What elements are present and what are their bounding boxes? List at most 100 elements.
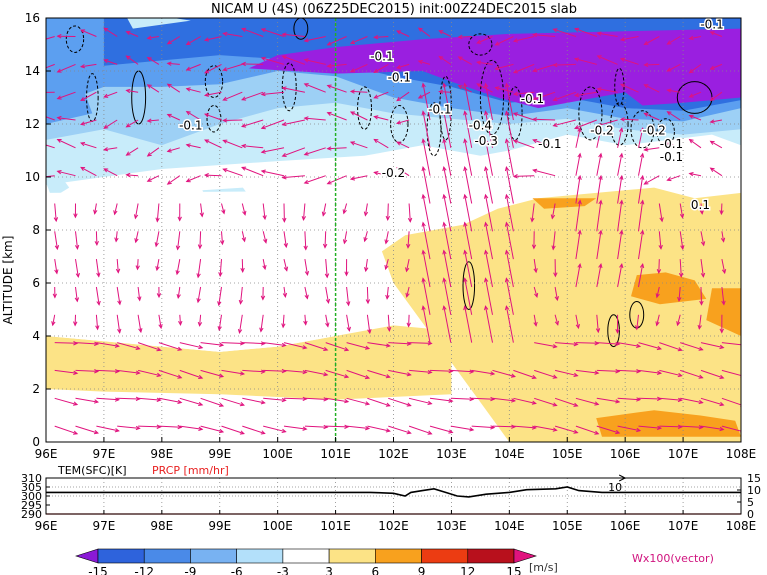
wind-vector-99: [167, 175, 181, 185]
wind-vector-108: [200, 342, 224, 346]
wind-vector-head-171: [283, 266, 289, 272]
wind-vector-282: [418, 91, 431, 99]
wind-vector-59: [103, 27, 118, 37]
wind-vector-265: [396, 141, 410, 149]
wind-vector-head-128: [221, 209, 226, 215]
wind-vector-head-268: [396, 64, 402, 70]
wind-vector-355: [513, 140, 535, 149]
wind-vector-0: [54, 425, 78, 435]
wind-vector-51: [116, 259, 119, 273]
wind-vector-488: [720, 203, 723, 215]
wind-vector-head-471: [700, 272, 706, 278]
colorbar-box-1: [143, 548, 191, 564]
wind-vector-116: [186, 111, 201, 121]
wind-vector-286: [450, 397, 474, 400]
wind-vector-28: [57, 63, 76, 73]
wind-vector-head-264: [396, 167, 402, 172]
reference-vector: 10: [335, 474, 627, 494]
wind-vector-head-75: [177, 424, 183, 430]
wind-vector-58: [104, 59, 118, 65]
wind-vector-383: [575, 175, 581, 204]
wind-vector-head-68: [133, 214, 139, 220]
wind-vector-head-120: [239, 430, 245, 435]
wind-vector-head-305: [463, 249, 468, 255]
wind-vector-head-40: [80, 142, 86, 147]
wind-vector-270: [429, 425, 453, 433]
wind-vector-303: [464, 306, 473, 343]
colorbar-tick-1: -12: [134, 565, 154, 575]
wind-vector-310: [464, 111, 473, 148]
wind-vector-head-271: [448, 398, 454, 403]
wind-vector-head-93: [198, 344, 204, 350]
wind-vector-head-299: [438, 30, 444, 35]
wind-vector-head-478: [688, 68, 694, 74]
contour-17: [614, 67, 625, 106]
wind-vector-201: [325, 259, 328, 278]
wind-vector-head-444: [643, 180, 649, 185]
wind-vector-375: [575, 425, 599, 435]
wind-vector-head-207: [303, 83, 309, 88]
wind-vector-436: [659, 397, 682, 401]
wind-vector-head-411: [619, 229, 624, 235]
wind-vector-228: [367, 342, 390, 347]
wind-vector-head-272: [448, 368, 454, 374]
contour-21: [607, 314, 620, 348]
wind-vector-head-290: [442, 249, 447, 255]
wind-vector-head-286: [469, 396, 475, 402]
main-panel: -0.1-0.1-0.2-0.1-0.1-0.1-0.4-0.3 -0.1-0.2…: [1, 11, 756, 461]
wind-vector-head-362: [573, 372, 579, 377]
wind-vector-head-318: [484, 305, 489, 311]
wind-vector-head-94: [178, 320, 183, 326]
y-tick-label-6: 12: [25, 117, 40, 131]
wind-vector-263: [408, 203, 411, 222]
wind-vector-144: [223, 168, 243, 177]
wind-vector-head-164: [241, 27, 247, 32]
wind-vector-head-416: [596, 122, 602, 127]
wind-vector-486: [721, 259, 726, 274]
wind-vector-head-118: [185, 66, 191, 71]
wind-vector-83: [156, 203, 160, 222]
wind-vector-87: [147, 84, 160, 93]
wind-vector-198: [325, 342, 349, 351]
wind-vector-194: [282, 33, 305, 37]
wind-vector-118: [186, 63, 201, 71]
wind-vector-head-109: [197, 321, 203, 327]
wind-vector-head-297: [438, 89, 444, 94]
wind-vector-head-470: [699, 300, 704, 306]
surface-x-tick-label-3: 99E: [208, 519, 231, 533]
wind-vector-head-19: [73, 321, 78, 327]
wind-vector-head-464: [666, 40, 672, 45]
wind-vector-head-441: [656, 269, 662, 275]
wind-vector-473: [700, 203, 703, 214]
wind-vector-head-323: [484, 165, 489, 172]
wind-vector-head-395: [598, 262, 603, 269]
wind-vector-56: [103, 119, 118, 129]
wind-vector-341: [505, 83, 514, 121]
wind-vector-head-97: [175, 245, 181, 251]
wind-vector-406: [617, 397, 641, 401]
wind-vector-455: [678, 286, 681, 301]
wind-vector-285: [450, 425, 474, 431]
wind-vector-172: [283, 231, 287, 248]
wind-vector-17: [75, 369, 98, 372]
surface-right-tick-label-0: 15: [747, 472, 761, 485]
wind-vector-260: [406, 286, 410, 297]
wind-vector-head-195: [344, 424, 350, 429]
wind-vector-326: [485, 83, 493, 121]
surface-background: [46, 478, 741, 514]
wind-vector-403: [574, 58, 597, 65]
wind-vector-196: [325, 397, 349, 403]
wind-vector-60: [138, 425, 161, 428]
wind-vector-283: [418, 60, 431, 65]
wind-vector-head-29: [56, 34, 62, 39]
wind-vector-head-382: [577, 199, 582, 205]
wind-vector-2: [54, 369, 78, 374]
wind-vector-head-137: [260, 369, 266, 374]
wind-vector-78: [158, 342, 182, 351]
colorbar-tick-7: 9: [418, 565, 426, 575]
wind-vector-227: [367, 369, 390, 378]
wind-vector-head-352: [531, 244, 537, 250]
wind-vector-452: [680, 369, 703, 379]
wind-vector-451: [680, 397, 703, 404]
wind-vector-419: [597, 32, 618, 37]
